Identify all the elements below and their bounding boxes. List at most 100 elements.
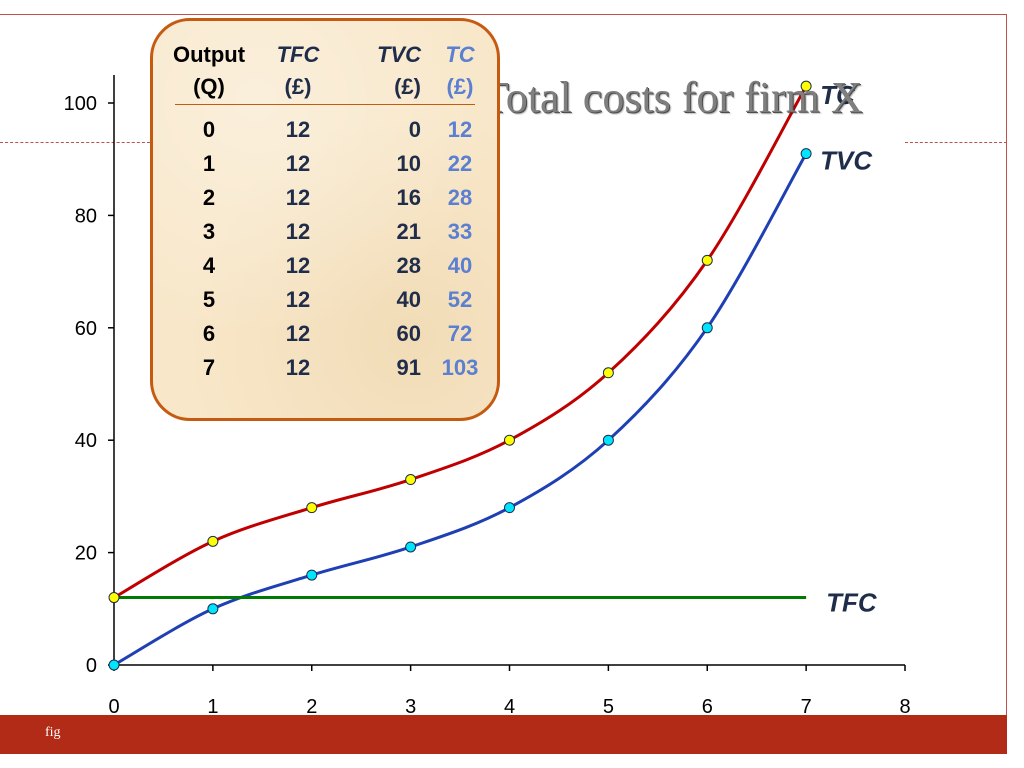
cell-tc: 72 [447,321,473,346]
cell-tvc: 60 [396,321,421,346]
cell-tvc: 40 [396,287,421,312]
slide-frame [0,14,1007,754]
x-tick-label: 2 [306,696,317,715]
title-rule-left [0,142,150,143]
data-point-tvc [108,659,120,671]
cell-tc: 28 [447,185,473,210]
x-tick-label: 6 [702,696,713,715]
series-label-tvc: TVC [820,146,873,176]
table-row: 3 12 21 33 [161,215,495,249]
header-output-unit: (Q) [193,74,225,99]
series-markers [108,80,812,671]
data-point-tc [108,592,120,604]
x-tick-label: 0 [108,696,119,715]
cell-tc: 40 [447,253,473,278]
cell-tc: 22 [447,151,473,176]
data-point-tc [306,502,318,514]
header-tvc-label: TVC [377,42,421,67]
table-row: 1 12 10 22 [161,147,495,181]
cell-tvc: 21 [396,219,421,244]
cell-output: 7 [202,355,216,380]
table-header-row: Output (Q) TFC (£) TVC (£) TC (£) [161,39,495,103]
data-point-tc [207,535,219,547]
header-tc-unit: (£) [446,74,474,99]
cell-tc: 12 [447,117,473,142]
header-rule-row [161,103,495,113]
cost-data-table: Output (Q) TFC (£) TVC (£) TC (£) 0 12 0 12 1 12 1… [150,18,500,421]
table-row: 4 12 28 40 [161,249,495,283]
y-tick-label: 100 [64,93,97,115]
data-point-tvc [405,541,417,553]
data-point-tc [504,434,515,446]
data-point-tvc [504,502,515,514]
cell-output: 5 [202,287,216,312]
y-tick-label: 80 [75,205,97,227]
cell-tvc: 0 [408,117,421,142]
header-tfc-unit: (£) [284,74,312,99]
data-point-tc [602,367,614,379]
cell-tfc: 12 [285,287,311,312]
header-tc: TC (£) [425,39,495,103]
slide-title: Total costs for firm X [482,73,863,122]
cell-tc: 52 [447,287,473,312]
data-point-tc [701,254,713,266]
header-tfc: TFC (£) [257,39,339,103]
cell-tfc: 12 [285,185,311,210]
cell-tc: 103 [441,355,479,380]
cell-tfc: 12 [285,355,311,380]
x-tick-label: 1 [207,696,218,715]
cell-tvc: 28 [396,253,421,278]
cell-tfc: 12 [285,253,311,278]
table-row: 5 12 40 52 [161,283,495,317]
table-row: 6 12 60 72 [161,317,495,351]
header-output-label: Output [172,42,246,67]
data-point-tc [800,80,812,92]
footer-text: fig [45,725,61,740]
data-point-tvc [602,434,614,446]
x-tick-label: 7 [801,696,812,715]
data-point-tc [405,474,417,486]
cell-output: 2 [202,185,216,210]
cell-output: 0 [202,117,216,142]
cell-tc: 33 [447,219,473,244]
cell-tfc: 12 [285,219,311,244]
x-tick-label: 5 [603,696,614,715]
cell-output: 1 [202,151,216,176]
y-tick-label: 60 [75,318,97,340]
y-tick-label: 20 [75,543,97,565]
data-point-tvc [800,148,812,160]
table-body: 0 12 0 12 1 12 10 22 2 12 16 28 3 12 21 33 4 12 28 40 5 12 40 5… [161,113,495,385]
header-tfc-label: TFC [276,42,320,67]
series-label-tc: TC [820,80,856,110]
y-tick-label: 40 [75,430,97,452]
series-labels: TC TVC TFC [820,80,878,617]
cell-tfc: 12 [285,151,311,176]
x-tick-label: 3 [405,696,416,715]
series-label-tfc: TFC [826,588,878,618]
table-row: 0 12 0 12 [161,113,495,147]
cell-output: 3 [202,219,216,244]
header-divider [175,103,475,105]
header-tvc: TVC (£) [339,39,425,103]
header-output: Output (Q) [161,39,257,103]
data-point-tvc [207,603,219,615]
cell-tfc: 12 [285,321,311,346]
data-point-tvc [306,569,318,581]
cell-tfc: 12 [285,117,311,142]
header-tc-label: TC [445,42,475,67]
x-tick-label: 8 [899,696,910,715]
y-tick-label: 0 [86,655,97,677]
cell-tvc: 16 [396,185,421,210]
cell-output: 6 [202,321,216,346]
footer-bar: fig [0,715,1007,754]
table-row: 2 12 16 28 [161,181,495,215]
x-tick-label: 4 [504,696,515,715]
data-point-tvc [701,322,713,334]
cell-tvc: 10 [396,151,421,176]
header-tvc-unit: (£) [394,74,421,99]
cost-table: Output (Q) TFC (£) TVC (£) TC (£) 0 12 0 12 1 12 1… [161,39,495,385]
cell-tvc: 91 [396,355,421,380]
cell-output: 4 [202,253,216,278]
